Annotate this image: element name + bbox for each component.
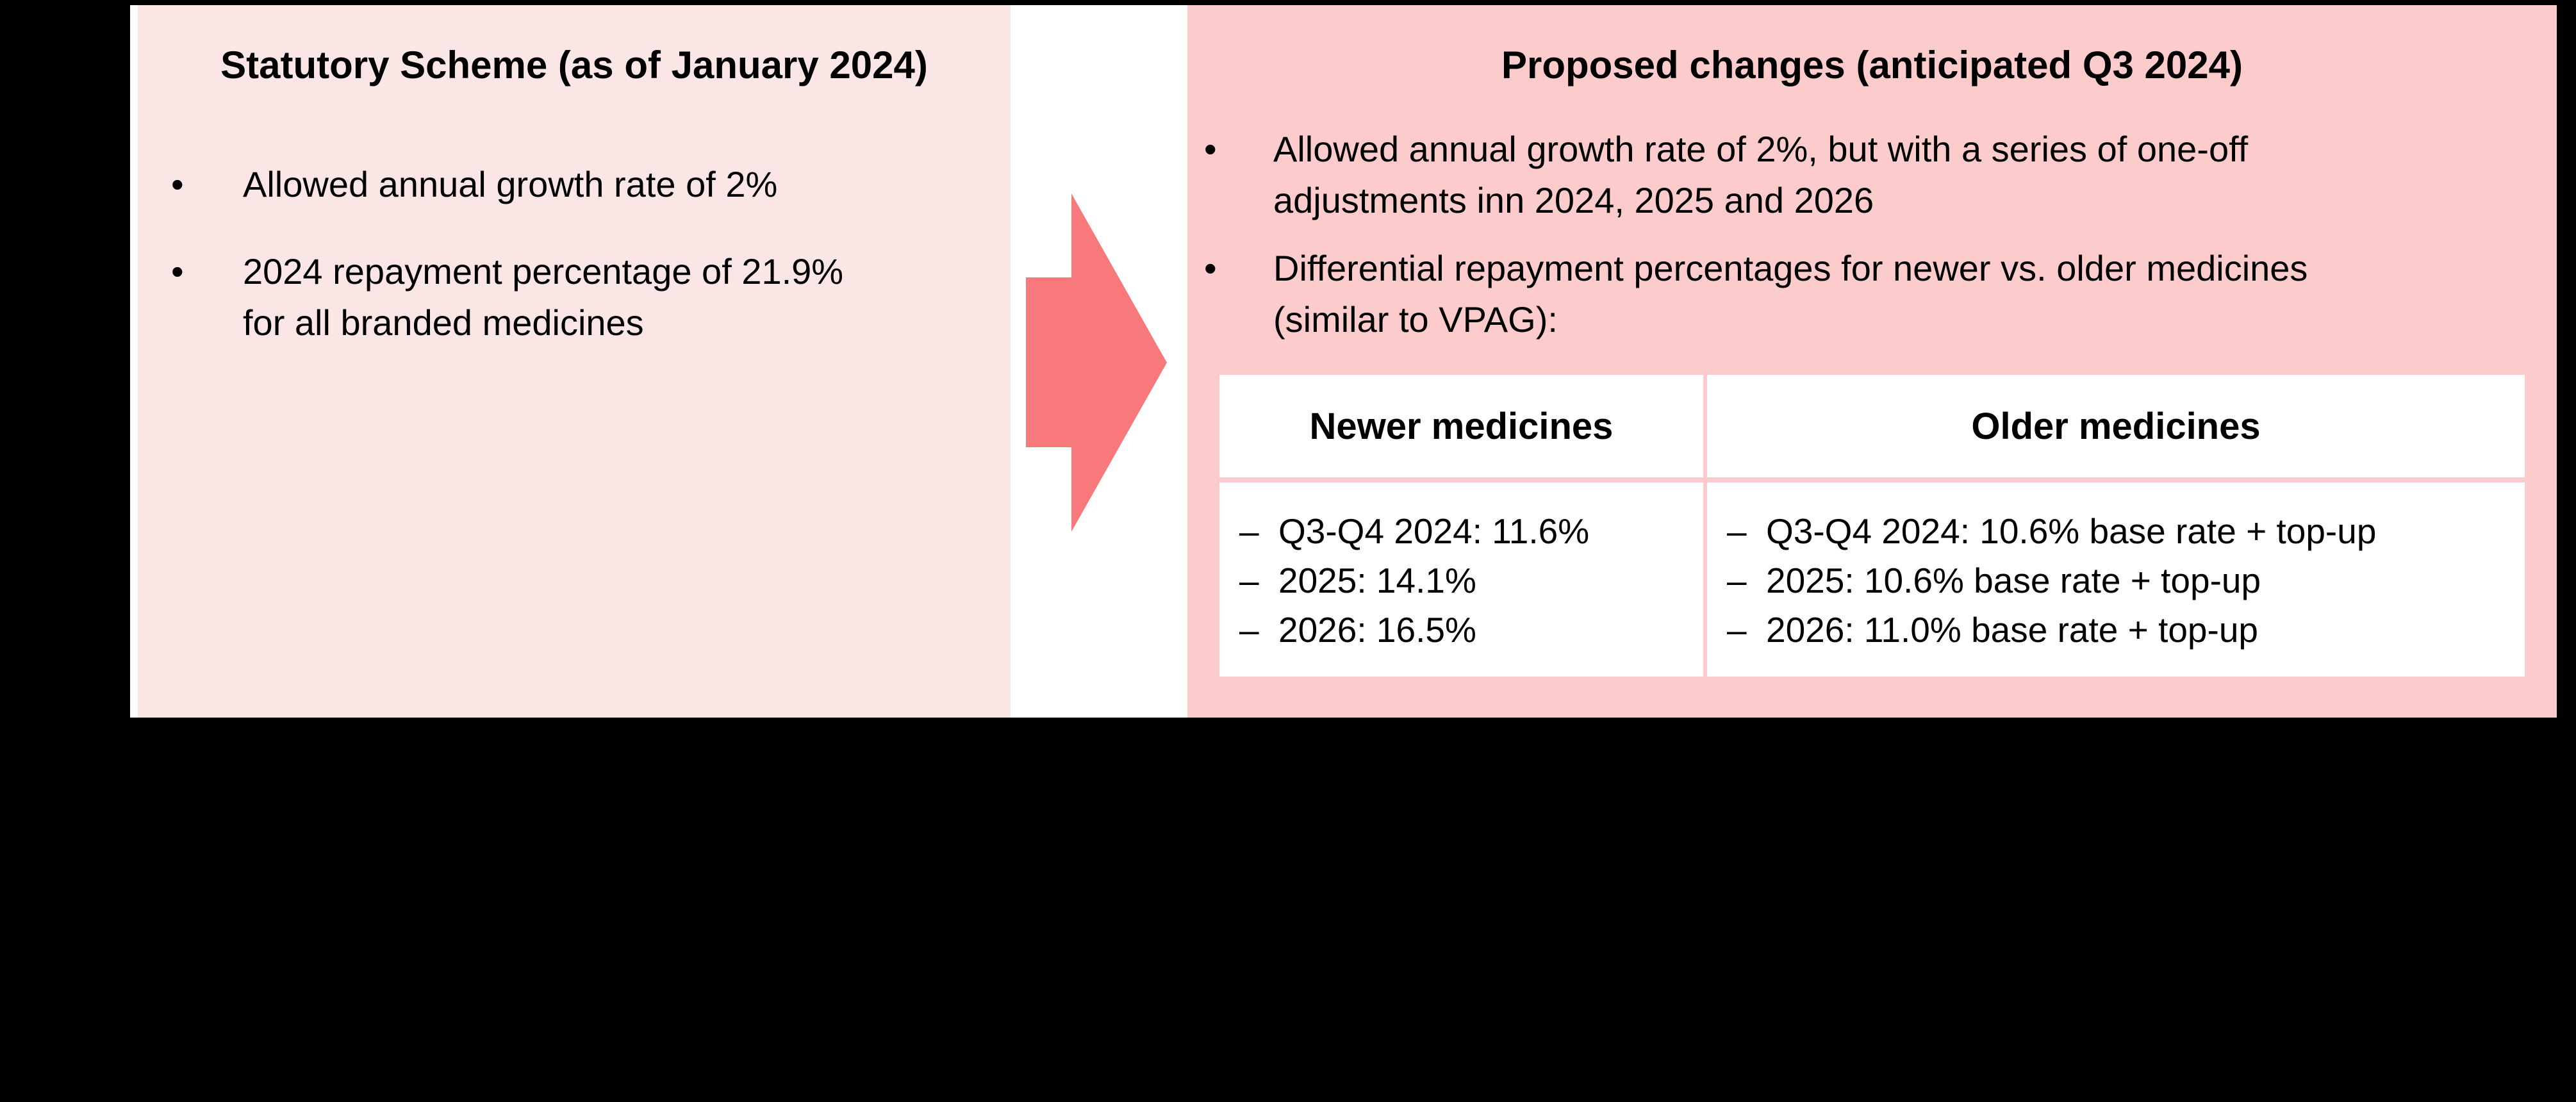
- bullet-dot-icon: •: [171, 251, 184, 292]
- table-line: – 2025: 10.6% base rate + top-up: [1707, 556, 2525, 605]
- bullet-dot-icon: •: [1204, 129, 1217, 169]
- statutory-panel-title: Statutory Scheme (as of January 2024): [220, 44, 928, 86]
- bullet-item-growth-adjustments: • Allowed annual growth rate of 2%, but …: [1187, 124, 2557, 226]
- table-line-text: 2025: 14.1%: [1278, 561, 1476, 600]
- dash-icon: –: [1727, 610, 1747, 650]
- bullet-dot-icon: •: [1204, 248, 1217, 289]
- statutory-bullet-list: • Allowed annual growth rate of 2% • 202…: [138, 159, 1011, 349]
- statutory-scheme-panel: Statutory Scheme (as of January 2024) • …: [138, 5, 1011, 718]
- bullet-item-repayment: • 2024 repayment percentage of 21.9% for…: [138, 246, 1011, 349]
- dash-icon: –: [1239, 511, 1259, 551]
- proposed-changes-panel: Proposed changes (anticipated Q3 2024) •…: [1187, 5, 2557, 718]
- table-line-text: 2026: 11.0% base rate + top-up: [1766, 610, 2259, 650]
- table-line: – Q3-Q4 2024: 11.6%: [1219, 507, 1703, 556]
- table-line: – 2026: 16.5%: [1219, 605, 1703, 655]
- table-header-newer-medicines: Newer medicines: [1219, 375, 1703, 477]
- dash-icon: –: [1239, 561, 1259, 600]
- table-line-text: 2026: 16.5%: [1278, 610, 1476, 650]
- dash-icon: –: [1727, 511, 1747, 551]
- comparison-table: Newer medicines Older medicines – Q3-Q4 …: [1219, 375, 2525, 677]
- table-line-text: 2025: 10.6% base rate + top-up: [1766, 561, 2261, 600]
- bullet-item-differential-repayment: • Differential repayment percentages for…: [1187, 243, 2557, 345]
- dash-icon: –: [1727, 561, 1747, 600]
- transition-arrow-icon: [1026, 193, 1167, 532]
- table-cell-older-medicines: – Q3-Q4 2024: 10.6% base rate + top-up –…: [1707, 482, 2525, 677]
- proposed-bullet-list: • Allowed annual growth rate of 2%, but …: [1187, 124, 2557, 345]
- table-line: – 2026: 11.0% base rate + top-up: [1707, 605, 2525, 655]
- bullet-dot-icon: •: [171, 164, 184, 204]
- bullet-text: Differential repayment percentages for n…: [1273, 248, 2308, 340]
- table-cell-newer-medicines: – Q3-Q4 2024: 11.6% – 2025: 14.1% – 2026…: [1219, 482, 1703, 677]
- dash-icon: –: [1239, 610, 1259, 650]
- table-line-text: Q3-Q4 2024: 10.6% base rate + top-up: [1766, 511, 2377, 551]
- bullet-text: Allowed annual growth rate of 2%, but wi…: [1273, 129, 2249, 221]
- bullet-text: Allowed annual growth rate of 2%: [243, 164, 778, 204]
- table-line: – Q3-Q4 2024: 10.6% base rate + top-up: [1707, 507, 2525, 556]
- bullet-text: 2024 repayment percentage of 21.9% for a…: [243, 251, 844, 343]
- table-line-text: Q3-Q4 2024: 11.6%: [1278, 511, 1590, 551]
- bullet-item-growth-rate: • Allowed annual growth rate of 2%: [138, 159, 1011, 210]
- table-header-older-medicines: Older medicines: [1707, 375, 2525, 477]
- table-line: – 2025: 14.1%: [1219, 556, 1703, 605]
- proposed-panel-title: Proposed changes (anticipated Q3 2024): [1501, 44, 2243, 86]
